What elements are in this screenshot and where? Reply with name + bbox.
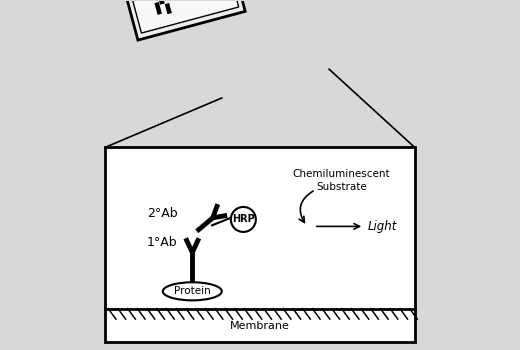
Text: HRP: HRP <box>232 215 255 224</box>
Text: 1°Ab: 1°Ab <box>147 236 178 249</box>
Circle shape <box>231 207 256 232</box>
Text: Membrane: Membrane <box>230 321 290 331</box>
Bar <box>157 0 165 5</box>
Text: Light: Light <box>368 220 397 233</box>
Text: Protein: Protein <box>174 286 211 296</box>
Text: Chemiluminescent
Substrate: Chemiluminescent Substrate <box>293 169 391 192</box>
Text: 2°Ab: 2°Ab <box>147 207 178 220</box>
Bar <box>127 0 239 33</box>
Bar <box>121 0 245 40</box>
Ellipse shape <box>163 282 222 300</box>
Bar <box>106 147 414 342</box>
Bar <box>154 2 162 15</box>
Bar <box>165 3 172 14</box>
Bar <box>145 0 153 1</box>
